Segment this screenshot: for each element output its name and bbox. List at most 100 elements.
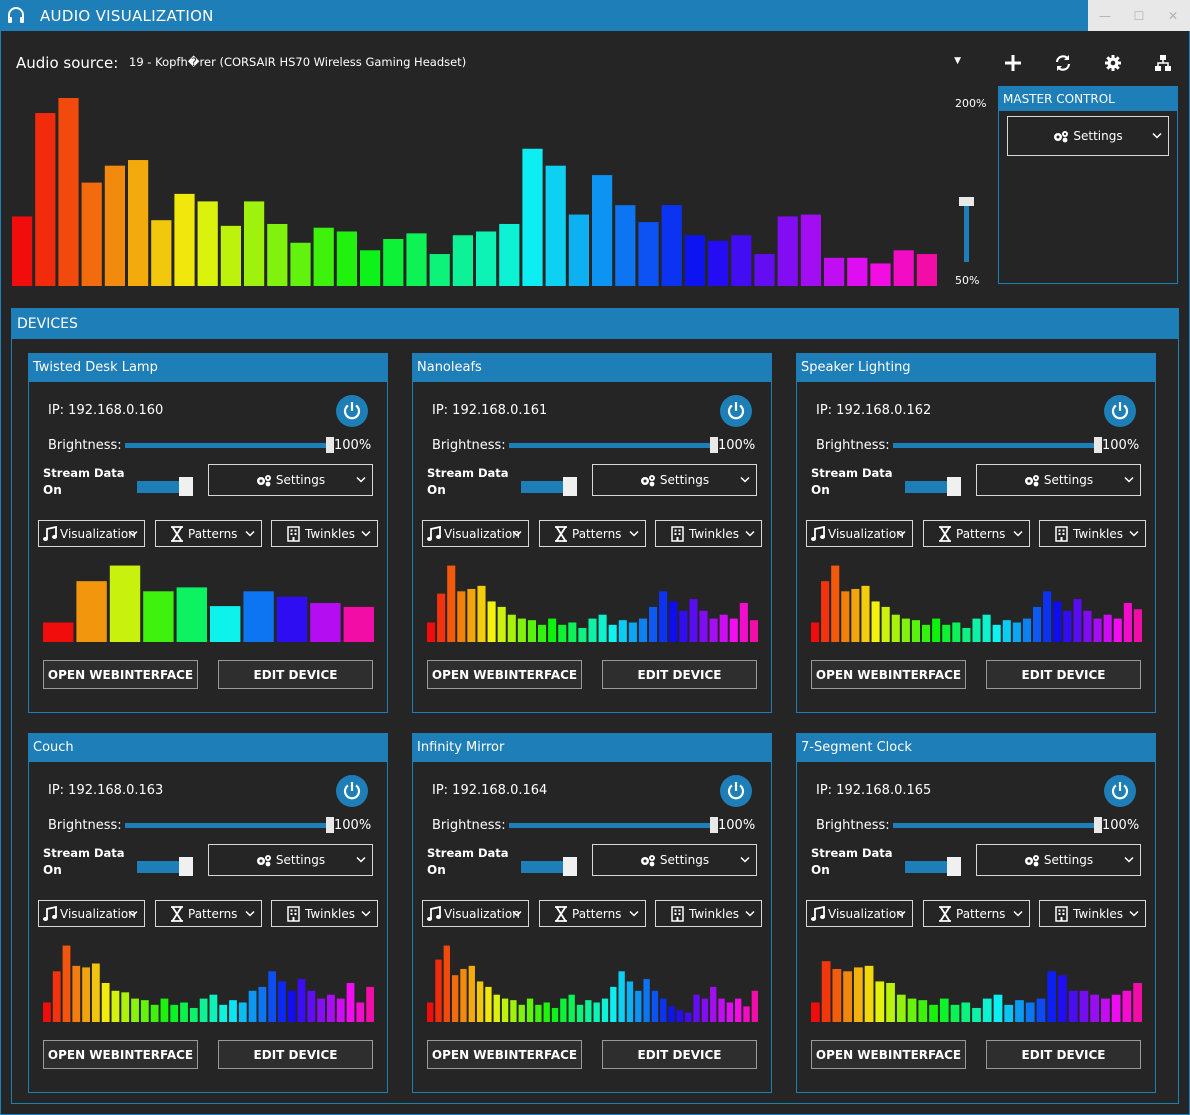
add-device-button[interactable] bbox=[1001, 51, 1025, 75]
visualization-dropdown[interactable]: Visualization bbox=[422, 520, 529, 547]
twinkles-dropdown[interactable]: Twinkles bbox=[655, 520, 762, 547]
brightness-slider[interactable] bbox=[125, 823, 332, 828]
minimize-button[interactable]: — bbox=[1099, 8, 1111, 23]
brightness-slider-thumb[interactable] bbox=[326, 817, 334, 833]
visualization-dropdown[interactable]: Visualization bbox=[38, 520, 145, 547]
spectrum-bar bbox=[824, 257, 845, 286]
visualization-dropdown[interactable]: Visualization bbox=[806, 520, 913, 547]
power-button[interactable] bbox=[336, 775, 368, 807]
spectrum-bar bbox=[276, 596, 308, 642]
visualization-dropdown[interactable]: Visualization bbox=[38, 900, 145, 927]
spectrum-bar bbox=[961, 1002, 971, 1022]
edit-device-button[interactable]: EDIT DEVICE bbox=[986, 1040, 1141, 1069]
brightness-slider[interactable] bbox=[509, 443, 716, 448]
twinkles-dropdown[interactable]: Twinkles bbox=[271, 900, 378, 927]
open-webinterface-button[interactable]: OPEN WEBINTERFACE bbox=[43, 660, 198, 689]
gears-icon bbox=[256, 854, 271, 866]
device-settings-dropdown[interactable]: Settings bbox=[592, 464, 757, 496]
stream-data-toggle[interactable] bbox=[137, 477, 193, 496]
twinkles-label: Twinkles bbox=[1073, 526, 1124, 541]
patterns-dropdown[interactable]: Patterns bbox=[923, 900, 1030, 927]
master-settings-dropdown[interactable]: Settings bbox=[1007, 116, 1169, 156]
gears-icon bbox=[1054, 130, 1069, 142]
edit-device-button[interactable]: EDIT DEVICE bbox=[986, 660, 1141, 689]
spectrum-bar bbox=[982, 614, 991, 642]
stream-data-label: Stream Data bbox=[43, 466, 125, 480]
visualization-dropdown[interactable]: Visualization bbox=[422, 900, 529, 927]
device-ip: IP: 192.168.0.162 bbox=[816, 403, 932, 418]
brightness-slider-thumb[interactable] bbox=[1094, 817, 1102, 833]
spectrum-bar bbox=[576, 1004, 584, 1022]
plus-icon bbox=[1005, 55, 1021, 71]
edit-device-button[interactable]: EDIT DEVICE bbox=[218, 660, 373, 689]
spectrum-bar bbox=[437, 593, 446, 642]
maximize-button[interactable]: ☐ bbox=[1133, 8, 1145, 23]
spectrum-bar bbox=[708, 240, 729, 286]
brightness-slider[interactable] bbox=[893, 443, 1100, 448]
patterns-dropdown[interactable]: Patterns bbox=[155, 900, 262, 927]
spectrum-bar bbox=[932, 618, 941, 642]
twinkles-dropdown[interactable]: Twinkles bbox=[1039, 900, 1146, 927]
device-settings-dropdown[interactable]: Settings bbox=[208, 844, 373, 876]
gain-slider-track[interactable] bbox=[964, 198, 969, 262]
spectrum-bar bbox=[1015, 1000, 1024, 1022]
brightness-slider-thumb[interactable] bbox=[710, 437, 718, 453]
edit-device-button[interactable]: EDIT DEVICE bbox=[602, 1040, 757, 1069]
spectrum-bar bbox=[588, 618, 597, 642]
audio-source-dropdown[interactable]: 19 - Kopfh�rer (CORSAIR HS70 Wireless Ga… bbox=[125, 52, 965, 72]
spectrum-bar bbox=[922, 624, 931, 642]
device-name: Infinity Mirror bbox=[413, 734, 771, 762]
power-button[interactable] bbox=[1104, 395, 1136, 427]
spectrum-bar bbox=[972, 1007, 981, 1022]
brightness-value: 100% bbox=[718, 438, 756, 453]
spectrum-bar bbox=[693, 994, 700, 1022]
power-button[interactable] bbox=[720, 775, 752, 807]
edit-device-button[interactable]: EDIT DEVICE bbox=[218, 1040, 373, 1069]
gain-slider-thumb[interactable] bbox=[959, 197, 974, 206]
stream-data-toggle[interactable] bbox=[905, 477, 961, 496]
device-settings-dropdown[interactable]: Settings bbox=[976, 464, 1141, 496]
stream-data-toggle[interactable] bbox=[137, 857, 193, 876]
music-note-icon bbox=[43, 905, 57, 921]
device-settings-dropdown[interactable]: Settings bbox=[592, 844, 757, 876]
brightness-slider[interactable] bbox=[893, 823, 1100, 828]
spectrum-bar bbox=[669, 601, 678, 642]
patterns-dropdown[interactable]: Patterns bbox=[539, 520, 646, 547]
title-bar[interactable]: AUDIO VISUALIZATION — ☐ ✕ bbox=[0, 0, 1190, 31]
brightness-slider[interactable] bbox=[125, 443, 332, 448]
twinkles-dropdown[interactable]: Twinkles bbox=[1039, 520, 1146, 547]
patterns-dropdown[interactable]: Patterns bbox=[155, 520, 262, 547]
stream-data-toggle[interactable] bbox=[521, 857, 577, 876]
power-button[interactable] bbox=[336, 395, 368, 427]
brightness-slider-thumb[interactable] bbox=[710, 817, 718, 833]
settings-button[interactable] bbox=[1101, 51, 1125, 75]
power-button[interactable] bbox=[1104, 775, 1136, 807]
edit-device-button[interactable]: EDIT DEVICE bbox=[602, 660, 757, 689]
network-button[interactable] bbox=[1151, 51, 1175, 75]
brightness-slider[interactable] bbox=[509, 823, 716, 828]
open-webinterface-button[interactable]: OPEN WEBINTERFACE bbox=[43, 1040, 198, 1069]
brightness-label: Brightness: bbox=[432, 438, 506, 453]
device-settings-dropdown[interactable]: Settings bbox=[976, 844, 1141, 876]
stream-data-label: Stream Data bbox=[427, 466, 509, 480]
twinkles-dropdown[interactable]: Twinkles bbox=[655, 900, 762, 927]
patterns-dropdown[interactable]: Patterns bbox=[539, 900, 646, 927]
open-webinterface-button[interactable]: OPEN WEBINTERFACE bbox=[427, 660, 582, 689]
power-button[interactable] bbox=[720, 395, 752, 427]
spectrum-bar bbox=[518, 1004, 525, 1022]
spectrum-bar bbox=[832, 968, 842, 1022]
twinkles-dropdown[interactable]: Twinkles bbox=[271, 520, 378, 547]
visualization-dropdown[interactable]: Visualization bbox=[806, 900, 913, 927]
device-settings-dropdown[interactable]: Settings bbox=[208, 464, 373, 496]
open-webinterface-button[interactable]: OPEN WEBINTERFACE bbox=[811, 1040, 966, 1069]
open-webinterface-button[interactable]: OPEN WEBINTERFACE bbox=[811, 660, 966, 689]
brightness-slider-thumb[interactable] bbox=[326, 437, 334, 453]
close-button[interactable]: ✕ bbox=[1167, 8, 1179, 23]
stream-data-toggle[interactable] bbox=[905, 857, 961, 876]
open-webinterface-button[interactable]: OPEN WEBINTERFACE bbox=[427, 1040, 582, 1069]
device-spectrum-chart bbox=[427, 945, 758, 1022]
patterns-dropdown[interactable]: Patterns bbox=[923, 520, 1030, 547]
stream-data-toggle[interactable] bbox=[521, 477, 577, 496]
refresh-button[interactable] bbox=[1051, 51, 1075, 75]
brightness-slider-thumb[interactable] bbox=[1094, 437, 1102, 453]
